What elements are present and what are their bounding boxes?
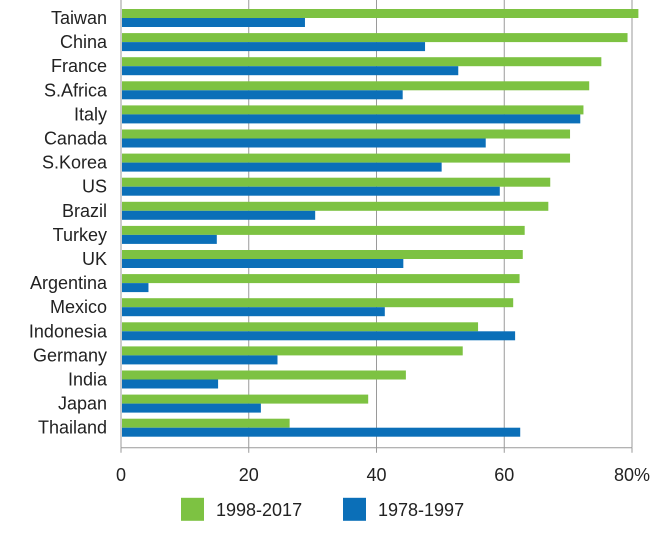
bar-1978-1997-Canada <box>122 138 486 148</box>
x-tick-labels: 0 20 40 60 80% <box>116 465 650 485</box>
category-label: India <box>68 370 108 390</box>
bar-1978-1997-S.Africa <box>122 90 403 100</box>
x-tick-label: 80% <box>614 465 650 485</box>
bar-1998-2017-India <box>122 370 406 380</box>
category-label: Brazil <box>62 201 107 221</box>
bar-1998-2017-Germany <box>122 346 463 356</box>
bar-1998-2017-Taiwan <box>122 9 639 18</box>
bar-1998-2017-China <box>122 33 628 43</box>
x-tick-label: 60 <box>494 465 514 485</box>
bar-1998-2017-Brazil <box>122 201 549 211</box>
bar-1978-1997-Mexico <box>122 307 385 317</box>
bar-1978-1997-Thailand <box>122 427 521 437</box>
category-labels: Taiwan China France S.Africa Italy Canada S.Ko… <box>29 8 108 438</box>
bar-1978-1997-Italy <box>122 114 581 124</box>
legend: 1998-2017 1978-1997 <box>181 497 464 521</box>
category-label: Canada <box>44 129 108 149</box>
category-label: Indonesia <box>29 321 108 341</box>
category-label: S.Korea <box>42 153 108 173</box>
bar-1998-2017-UK <box>122 250 523 259</box>
bar-1978-1997-China <box>122 42 426 52</box>
legend-label: 1998-2017 <box>216 500 302 520</box>
category-label: Argentina <box>30 273 108 293</box>
bar-1978-1997-France <box>122 66 459 76</box>
category-label: UK <box>82 249 107 269</box>
legend-swatch <box>181 497 204 521</box>
category-label: US <box>82 177 107 197</box>
bar-1998-2017-Japan <box>122 394 369 404</box>
x-tick-label: 40 <box>366 465 386 485</box>
bar-1978-1997-Taiwan <box>122 18 305 27</box>
x-tick-label: 20 <box>239 465 259 485</box>
bar-1978-1997-Turkey <box>122 234 217 244</box>
category-label: S.Africa <box>44 80 108 100</box>
bar-1998-2017-Indonesia <box>122 322 479 332</box>
bar-1998-2017-Thailand <box>122 418 290 428</box>
category-label: Turkey <box>53 225 107 245</box>
bar-1978-1997-India <box>122 379 219 389</box>
category-label: Italy <box>74 104 107 124</box>
legend-label: 1978-1997 <box>378 500 464 520</box>
category-label: Mexico <box>50 297 107 317</box>
bar-1978-1997-Indonesia <box>122 331 516 341</box>
bar-1978-1997-UK <box>122 259 404 268</box>
axis-lines <box>120 0 633 453</box>
bar-1978-1997-Argentina <box>122 283 149 293</box>
x-tick-label: 0 <box>116 465 126 485</box>
bar-1998-2017-France <box>122 57 602 67</box>
bar-1998-2017-S.Korea <box>122 153 571 163</box>
legend-swatch <box>343 497 366 521</box>
bar-1998-2017-Italy <box>122 105 584 115</box>
bar-1998-2017-Mexico <box>122 298 514 308</box>
category-label: Taiwan <box>51 8 107 28</box>
bar-1998-2017-Canada <box>122 129 571 139</box>
bar-1998-2017-Turkey <box>122 225 525 235</box>
bar-1978-1997-Brazil <box>122 210 316 220</box>
category-label: China <box>60 32 108 52</box>
bar-1978-1997-Germany <box>122 355 278 365</box>
bar-1978-1997-S.Korea <box>122 162 442 172</box>
bar-1998-2017-S.Africa <box>122 81 590 91</box>
category-label: France <box>51 56 107 76</box>
bar-1978-1997-US <box>122 186 500 196</box>
category-label: Japan <box>58 394 107 414</box>
bar-1998-2017-US <box>122 177 551 187</box>
category-label: Germany <box>33 345 107 365</box>
bars <box>122 9 639 437</box>
bar-1998-2017-Argentina <box>122 274 520 284</box>
bar-1978-1997-Japan <box>122 403 261 413</box>
category-label: Thailand <box>38 418 107 438</box>
